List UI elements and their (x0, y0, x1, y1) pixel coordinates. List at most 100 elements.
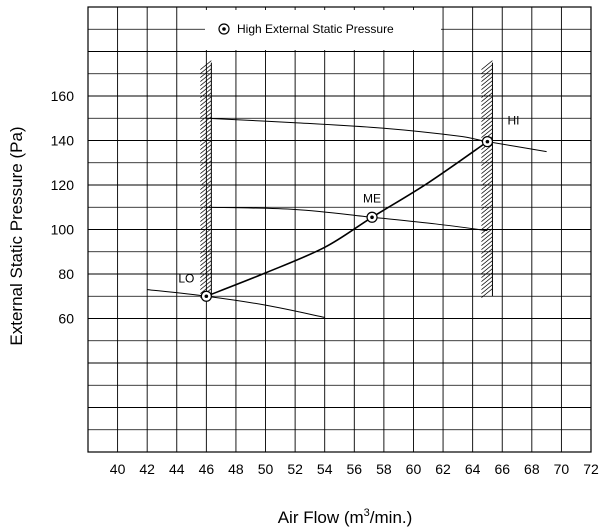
limit-hatch (481, 96, 493, 106)
limit-hatch (481, 84, 493, 94)
limit-hatch (481, 192, 493, 202)
limit-hatch (200, 136, 212, 146)
grid (87, 6, 592, 453)
limit-hatch (481, 268, 493, 278)
limit-hatch (481, 180, 493, 190)
limit-hatch (200, 152, 212, 162)
limit-hatch (481, 164, 493, 174)
limit-hatch (200, 228, 212, 238)
limit-hatch (481, 120, 493, 130)
limit-hatch (200, 176, 212, 186)
y-tick-label: 80 (58, 266, 74, 282)
limit-hatch (200, 80, 212, 90)
limit-hatch (200, 148, 212, 158)
operating-curve (206, 140, 488, 297)
limit-hatch (200, 188, 212, 198)
limit-hatch (481, 248, 493, 258)
limit-hatch (481, 276, 493, 286)
legend-marker-icon (218, 23, 230, 35)
limit-hatch (200, 104, 212, 114)
limit-hatch (481, 148, 493, 158)
limit-hatch (481, 240, 493, 250)
limit-hatch (200, 244, 212, 254)
limit-hatch (200, 240, 212, 250)
x-tick-label: 50 (258, 461, 274, 477)
limit-hatch (200, 128, 212, 138)
limit-hatch (481, 224, 493, 234)
x-tick-label: 68 (524, 461, 540, 477)
limit-hatch (200, 88, 212, 98)
y-axis-ticks: 60 80 100 120 140 160 (51, 88, 75, 327)
limit-hatch (481, 196, 493, 206)
limit-hatch (200, 216, 212, 226)
limit-hatch (481, 112, 493, 122)
limit-hatch (200, 156, 212, 166)
limit-hatch (200, 280, 212, 290)
limit-hatch (481, 64, 493, 74)
limit-hatch (481, 72, 493, 82)
limit-hatch (481, 260, 493, 270)
x-tick-label: 52 (287, 461, 303, 477)
y-tick-label: 160 (51, 88, 75, 104)
x-tick-label: 72 (583, 461, 599, 477)
limit-hatch (481, 60, 493, 70)
limit-hatch (200, 112, 212, 122)
limit-hatch (200, 196, 212, 206)
operating-points: LO ME HI (178, 114, 519, 302)
limit-hatch (481, 172, 493, 182)
limit-hatch (200, 204, 212, 214)
x-tick-label: 70 (554, 461, 570, 477)
limit-hatch (200, 272, 212, 282)
limit-hatch (200, 168, 212, 178)
limit-hatch (200, 252, 212, 262)
limit-hatch (481, 236, 493, 246)
limit-hatch (200, 84, 212, 94)
limit-hatch (200, 180, 212, 190)
x-axis-ticks: 40 42 44 46 48 50 52 54 56 58 60 62 64 66 68 70 72 (110, 461, 599, 477)
limit-hatch (481, 184, 493, 194)
limit-hatch (200, 212, 212, 222)
x-tick-label: 54 (317, 461, 333, 477)
x-tick-label: 46 (199, 461, 215, 477)
point-label: LO (178, 271, 194, 285)
limit-hatch (481, 176, 493, 186)
limit-hatch (200, 140, 212, 150)
limit-hatch (481, 68, 493, 78)
y-tick-label: 60 (58, 311, 74, 327)
limit-hatch (481, 88, 493, 98)
limit-hatch (481, 128, 493, 138)
limit-hatch (481, 156, 493, 166)
limit-hatch (200, 120, 212, 130)
limit-hatch (481, 108, 493, 118)
limit-hatch (481, 244, 493, 254)
limit-hatch (200, 184, 212, 194)
limit-hatch (200, 264, 212, 274)
point-marker-dot (485, 139, 490, 144)
limit-hatch (200, 236, 212, 246)
resistance-curve (147, 289, 325, 318)
limit-hatch (481, 152, 493, 162)
limit-hatch (481, 228, 493, 238)
x-tick-label: 56 (347, 461, 363, 477)
y-tick-label: 120 (51, 177, 75, 193)
limit-hatch (200, 144, 212, 154)
limit-hatch (200, 172, 212, 182)
resistance-curve (206, 206, 488, 232)
limit-hatch (200, 256, 212, 266)
limit-hatch (200, 160, 212, 170)
limit-bar (481, 60, 493, 298)
limit-hatch (200, 60, 212, 70)
limit-hatch (481, 288, 493, 298)
limit-hatch (481, 92, 493, 102)
limit-hatch (200, 248, 212, 258)
limit-hatch (200, 232, 212, 242)
limit-hatch (200, 220, 212, 230)
limit-hatch (481, 160, 493, 170)
limit-hatch (200, 100, 212, 110)
limit-hatch (200, 76, 212, 86)
limit-hatch (200, 284, 212, 294)
limit-hatch (481, 272, 493, 282)
limit-hatch (200, 64, 212, 74)
limit-hatch (481, 124, 493, 134)
